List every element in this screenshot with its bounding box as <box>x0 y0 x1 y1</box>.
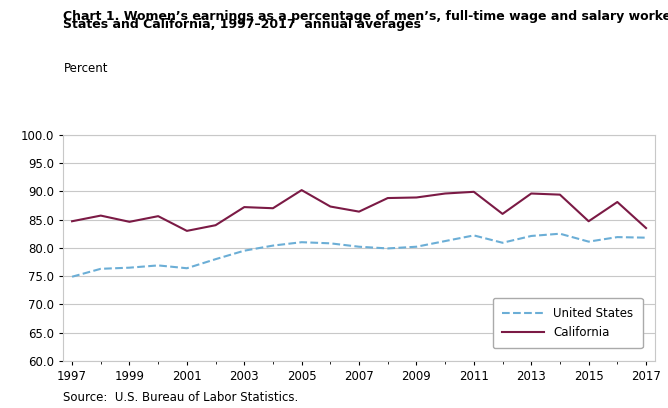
United States <box>470 233 478 238</box>
United States <box>126 265 134 270</box>
Text: Chart 1. Women’s earnings as a percentage of men’s, full-time wage and salary wo: Chart 1. Women’s earnings as a percentag… <box>63 10 668 23</box>
California <box>498 211 506 216</box>
California <box>527 191 535 196</box>
United States <box>298 240 306 245</box>
United States <box>613 235 621 239</box>
United States <box>327 241 335 246</box>
United States <box>441 239 449 244</box>
California <box>470 189 478 194</box>
California <box>97 213 105 218</box>
United States <box>527 233 535 238</box>
Text: States and California, 1997–2017  annual averages: States and California, 1997–2017 annual … <box>63 18 422 31</box>
California <box>126 220 134 224</box>
United States <box>355 244 363 249</box>
United States <box>269 243 277 248</box>
Text: Percent: Percent <box>63 62 108 75</box>
California <box>355 209 363 214</box>
United States <box>240 248 248 253</box>
United States <box>412 244 420 249</box>
United States <box>154 263 162 268</box>
California <box>642 226 650 231</box>
California <box>584 219 593 224</box>
Text: Source:  U.S. Bureau of Labor Statistics.: Source: U.S. Bureau of Labor Statistics. <box>63 391 299 404</box>
California <box>298 188 306 193</box>
United States <box>212 257 220 262</box>
California <box>154 214 162 219</box>
United States <box>183 266 191 271</box>
California <box>441 191 449 196</box>
California <box>240 205 248 210</box>
California <box>269 206 277 211</box>
United States <box>498 240 506 245</box>
Legend: United States, California: United States, California <box>493 297 643 348</box>
Line: United States: United States <box>72 234 646 277</box>
California <box>68 219 76 224</box>
United States <box>97 266 105 271</box>
United States <box>68 274 76 279</box>
California <box>383 195 391 200</box>
United States <box>584 239 593 244</box>
United States <box>383 246 391 251</box>
California <box>212 223 220 228</box>
California <box>556 192 564 197</box>
California <box>613 200 621 204</box>
California <box>327 204 335 209</box>
Line: California: California <box>72 190 646 231</box>
California <box>412 195 420 200</box>
California <box>183 228 191 233</box>
United States <box>556 231 564 236</box>
United States <box>642 235 650 240</box>
